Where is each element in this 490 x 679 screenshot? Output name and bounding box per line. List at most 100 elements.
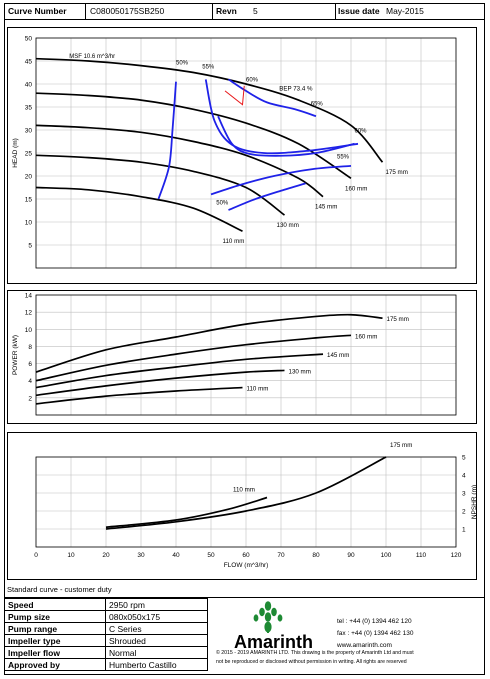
info-value: 2950 rpm — [105, 598, 208, 611]
x-tick-label: 70 — [277, 552, 285, 559]
curve-145-mm — [35, 353, 324, 389]
x-tick-label: 120 — [451, 552, 462, 559]
plot-area — [35, 456, 457, 548]
y-tick-label: 20 — [25, 174, 33, 181]
series-label: 160 mm — [345, 185, 367, 192]
title-block: Curve Number C080050175SB250 Revn 5 Issu… — [4, 3, 485, 20]
efficiency-label: 60% — [355, 128, 368, 134]
issue-date: May-2015 — [386, 6, 424, 16]
info-key: Impeller type — [4, 634, 106, 647]
info-row: Impeller flow Normal — [4, 646, 208, 659]
y-tick-label: 10 — [25, 327, 33, 334]
info-value: 080x050x175 — [105, 610, 208, 623]
msf-note: MSF 10.6 m^3/hr — [69, 54, 115, 60]
efficiency-label: 55% — [337, 155, 350, 161]
efficiency-contour — [157, 81, 177, 200]
info-value: Humberto Castillo — [105, 658, 208, 671]
curve-number: C080050175SB250 — [90, 6, 165, 16]
copyright-notice: © 2015 - 2019 AMARINTH LTD. This drawing… — [216, 649, 481, 667]
head-chart-panel: 5 10 15 20 25 30 35 40 45 50 HEAD (m) 175 mm 160 mm 1… — [7, 27, 477, 284]
copyright-line-2: not be reproduced or disclosed without p… — [216, 659, 407, 665]
info-value: Shrouded — [105, 634, 208, 647]
x-tick-label: 40 — [172, 552, 180, 559]
x-tick-label: 60 — [242, 552, 250, 559]
copyright-line-1: © 2015 - 2019 AMARINTH LTD. This drawing… — [216, 650, 414, 656]
y-tick-label: 50 — [25, 36, 33, 43]
info-key: Speed — [4, 598, 106, 611]
npshr-chart-panel: 1 2 3 4 5 0 10 20 30 40 50 60 70 80 90 100 110 120 NPSHR (… — [7, 432, 478, 580]
info-row: Approved by Humberto Castillo — [4, 658, 208, 671]
fax-number: fax : +44 (0) 1394 462 130 — [337, 630, 414, 637]
efficiency-label: 50% — [216, 201, 229, 207]
y-tick-label: 6 — [28, 361, 32, 368]
info-value: Normal — [105, 646, 208, 659]
efficiency-label: 55% — [202, 64, 215, 70]
curve-145-mm — [35, 124, 324, 198]
logo-leaf — [253, 614, 259, 622]
contact-details: tel : +44 (0) 1394 462 120 fax : +44 (0)… — [337, 616, 413, 652]
series-label: 160 mm — [355, 333, 377, 340]
curve-110-mm — [35, 186, 243, 232]
efficiency-label: 50% — [176, 61, 189, 67]
y-tick-label: 25 — [25, 151, 33, 158]
revn-label: Revn — [216, 6, 237, 16]
x-tick-label: 100 — [381, 552, 392, 559]
series-label: 175 mm — [387, 316, 409, 323]
y-tick-label: 10 — [25, 220, 33, 227]
logo-stem — [267, 624, 269, 633]
y-tick-label: 45 — [25, 59, 33, 66]
amarinth-logo: Amarinth — [234, 601, 313, 652]
tel-number: tel : +44 (0) 1394 462 120 — [337, 618, 412, 625]
info-value: C Series — [105, 622, 208, 635]
info-row: Pump size 080x050x175 — [4, 610, 208, 623]
header-divider — [212, 4, 213, 19]
curve-175-mm — [35, 313, 383, 373]
power-chart-panel: 2 4 6 8 10 12 14 POWER (kW) 175 mm 160 mm 145 mm 13… — [7, 290, 477, 424]
info-row: Speed 2950 rpm — [4, 598, 208, 611]
info-row: Pump range C Series — [4, 622, 208, 635]
logo-leaf — [264, 601, 272, 611]
x-tick-label: 0 — [34, 552, 38, 559]
curve-160-mm — [35, 334, 352, 382]
logo-leaf — [259, 607, 265, 617]
efficiency-contour — [210, 164, 352, 196]
y-tick-label: 4 — [462, 473, 466, 480]
y-tick-label: 30 — [25, 128, 33, 135]
series-label: 175 mm — [386, 169, 408, 176]
revn-value: 5 — [253, 6, 258, 16]
curve-110-mm — [105, 496, 268, 529]
issue-date-label: Issue date — [338, 6, 380, 16]
x-tick-label: 20 — [102, 552, 110, 559]
efficiency-label: 65% — [311, 102, 324, 108]
x-tick-label: 90 — [347, 552, 355, 559]
curve-130-mm — [35, 154, 285, 216]
series-label: 110 mm — [233, 487, 255, 494]
y-tick-label: 2 — [462, 509, 466, 516]
logo-mark-icon — [253, 601, 283, 633]
info-key: Impeller flow — [4, 646, 106, 659]
info-row: Impeller type Shrouded — [4, 634, 208, 647]
y-tick-label: 35 — [25, 105, 33, 112]
pump-info-table: Speed 2950 rpm Pump size 080x050x175 Pump ra… — [4, 598, 208, 671]
x-tick-label: 80 — [312, 552, 320, 559]
efficiency-contour — [228, 78, 317, 118]
y-axis-label: NPSHR (m) — [471, 485, 476, 519]
x-tick-label: 110 — [416, 552, 427, 559]
series-label: 130 mm — [277, 222, 299, 229]
y-tick-label: 40 — [25, 82, 33, 89]
y-tick-label: 5 — [28, 243, 32, 250]
curve-175-mm — [105, 456, 387, 530]
y-axis-label: POWER (kW) — [12, 335, 19, 375]
curve-110-mm — [35, 386, 243, 405]
logo-leaf — [264, 612, 272, 622]
series-label: 175 mm — [390, 442, 412, 449]
header-divider — [85, 4, 86, 19]
y-tick-label: 8 — [28, 344, 32, 351]
company-name: Amarinth — [234, 632, 313, 652]
series-label: 130 mm — [289, 368, 311, 375]
y-tick-label: 12 — [25, 310, 33, 317]
info-key: Pump range — [4, 622, 106, 635]
curve-175-mm — [35, 57, 384, 163]
efficiency-contour — [204, 79, 359, 155]
